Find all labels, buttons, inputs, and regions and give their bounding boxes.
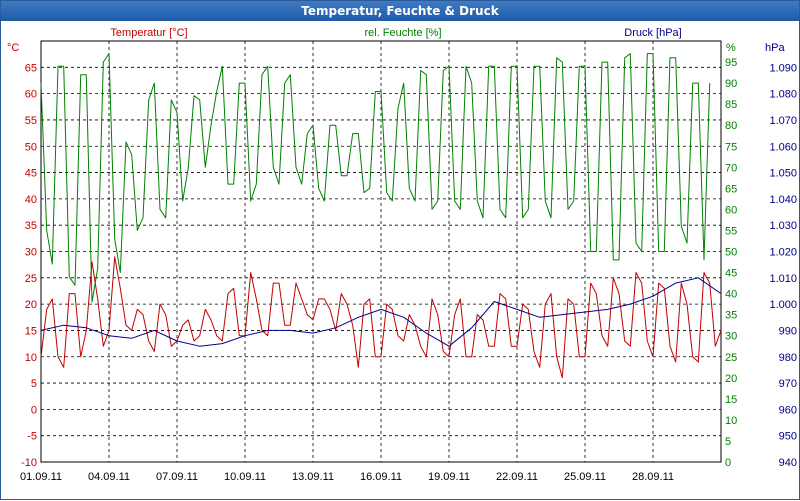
- temperature-tick-label: -5: [27, 431, 37, 443]
- temperature-tick-label: 50: [25, 141, 37, 153]
- temperature-tick-label: -10: [21, 457, 37, 469]
- temperature-unit: °C: [7, 42, 19, 54]
- humidity-tick-label: 5: [725, 436, 731, 448]
- pressure-tick-label: 980: [779, 352, 797, 364]
- x-tick-label: 22.09.11: [496, 471, 538, 483]
- x-tick-label: 13.09.11: [292, 471, 334, 483]
- humidity-tick-label: 30: [725, 331, 737, 343]
- pressure-axis: 940 950 960 970 980 990 1.000 1.010 1.020 1.030 1.…: [769, 62, 797, 469]
- temperature-line: [40, 256, 722, 379]
- pressure-tick-label: 950: [779, 431, 797, 443]
- temperature-tick-label: 0: [31, 404, 37, 416]
- series-lines: [40, 53, 722, 379]
- pressure-tick-label: 1.060: [769, 141, 797, 153]
- temperature-tick-label: 10: [25, 352, 37, 364]
- x-axis: 01.09.11 04.09.11 07.09.11 10.09.11 13.09.11…: [20, 471, 674, 483]
- humidity-tick-label: 45: [725, 268, 737, 280]
- humidity-line: [40, 53, 711, 303]
- x-tick-label: 16.09.11: [360, 471, 402, 483]
- humidity-axis-label: rel. Feuchte [%]: [364, 27, 441, 39]
- pressure-tick-label: 1.080: [769, 89, 797, 101]
- humidity-tick-label: 20: [725, 373, 737, 385]
- temperature-axis-label: Temperatur [°C]: [110, 27, 187, 39]
- pressure-tick-label: 1.040: [769, 194, 797, 206]
- x-tick-label: 25.09.11: [564, 471, 606, 483]
- humidity-tick-label: 85: [725, 99, 737, 111]
- humidity-unit: %: [726, 42, 736, 54]
- temperature-tick-label: 15: [25, 325, 37, 337]
- temperature-tick-label: 30: [25, 247, 37, 259]
- x-tick-label: 01.09.11: [20, 471, 62, 483]
- temperature-tick-label: 65: [25, 62, 37, 74]
- temperature-tick-label: 55: [25, 115, 37, 127]
- temperature-axis: -10 -5 0 5 10 15 20 25 30 35 40 45 50 55 60 65: [21, 62, 37, 469]
- pressure-tick-label: 1.030: [769, 220, 797, 232]
- x-tick-label: 07.09.11: [156, 471, 198, 483]
- humidity-tick-label: 90: [725, 78, 737, 90]
- humidity-axis: 0 5 10 15 20 25 30 35 40 45 50 55 60 65 70 75 80 85 90 95: [725, 57, 737, 469]
- humidity-tick-label: 75: [725, 141, 737, 153]
- humidity-tick-label: 40: [725, 289, 737, 301]
- pressure-tick-label: 960: [779, 404, 797, 416]
- humidity-tick-label: 95: [725, 57, 737, 69]
- pressure-tick-label: 1.020: [769, 247, 797, 259]
- x-tick-label: 19.09.11: [428, 471, 470, 483]
- humidity-tick-label: 25: [725, 352, 737, 364]
- x-tick-label: 10.09.11: [224, 471, 266, 483]
- x-tick-label: 28.09.11: [632, 471, 674, 483]
- humidity-tick-label: 10: [725, 415, 737, 427]
- humidity-tick-label: 35: [725, 310, 737, 322]
- humidity-tick-label: 60: [725, 204, 737, 216]
- temperature-tick-label: 45: [25, 168, 37, 180]
- humidity-tick-label: 50: [725, 247, 737, 259]
- humidity-tick-label: 55: [725, 225, 737, 237]
- pressure-tick-label: 970: [779, 378, 797, 390]
- humidity-tick-label: 65: [725, 183, 737, 195]
- pressure-tick-label: 1.070: [769, 115, 797, 127]
- pressure-tick-label: 1.050: [769, 168, 797, 180]
- temperature-tick-label: 5: [31, 378, 37, 390]
- pressure-line: [40, 277, 722, 347]
- humidity-tick-label: 0: [725, 457, 731, 469]
- pressure-tick-label: 1.000: [769, 299, 797, 311]
- pressure-unit: hPa: [765, 42, 785, 54]
- pressure-axis-label: Druck [hPa]: [624, 27, 681, 39]
- x-tick-label: 04.09.11: [88, 471, 130, 483]
- temperature-tick-label: 40: [25, 194, 37, 206]
- temperature-tick-label: 25: [25, 273, 37, 285]
- pressure-tick-label: 1.010: [769, 273, 797, 285]
- temperature-tick-label: 60: [25, 89, 37, 101]
- pressure-tick-label: 990: [779, 325, 797, 337]
- humidity-tick-label: 70: [725, 162, 737, 174]
- humidity-tick-label: 80: [725, 120, 737, 132]
- pressure-tick-label: 1.090: [769, 62, 797, 74]
- humidity-tick-label: 15: [725, 394, 737, 406]
- temperature-tick-label: 35: [25, 220, 37, 232]
- temperature-tick-label: 20: [25, 299, 37, 311]
- window-title: Temperatur, Feuchte & Druck: [1, 1, 799, 21]
- pressure-tick-label: 940: [779, 457, 797, 469]
